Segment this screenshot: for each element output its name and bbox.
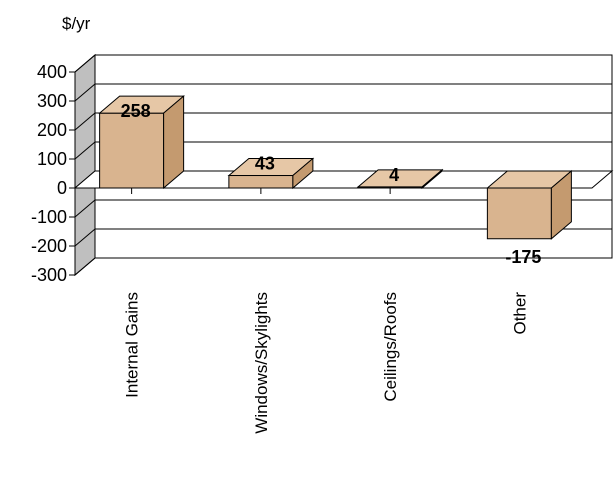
- side-gridline: [74, 257, 96, 276]
- y-tick-label: 100: [37, 149, 67, 169]
- bar-side: [550, 169, 572, 240]
- x-category-label: Windows/Skylights: [252, 292, 271, 434]
- data-label: 4: [389, 165, 399, 185]
- y-tick-label: -300: [31, 265, 67, 285]
- side-gridline: [74, 141, 96, 160]
- bar-side: [421, 168, 443, 190]
- bar: [99, 112, 165, 189]
- x-category-label: Other: [510, 292, 529, 335]
- side-gridline: [74, 54, 96, 73]
- data-label: -175: [505, 247, 541, 267]
- x-category-label: Ceilings/Roofs: [381, 292, 400, 402]
- side-gridline: [74, 112, 96, 131]
- side-wall: [74, 53, 96, 277]
- y-tick-label: 0: [57, 178, 67, 198]
- side-gridline: [74, 228, 96, 247]
- y-tick-label: 300: [37, 91, 67, 111]
- labels: 258 Internal Gains 43 Windows/Skylights 4 Cei…: [121, 101, 542, 434]
- y-tick-label: -200: [31, 236, 67, 256]
- bar: [486, 187, 552, 240]
- y-axis-label: $/yr: [62, 14, 91, 33]
- y-tick-label: -100: [31, 207, 67, 227]
- bars: [98, 95, 573, 240]
- data-label: 43: [255, 154, 275, 174]
- axes: 400 300 200 100 0 -100 -200 -300: [31, 62, 520, 285]
- side-gridline: [74, 83, 96, 102]
- bar-side: [292, 157, 314, 190]
- y-tick-label: 200: [37, 120, 67, 140]
- y-tick-label: 400: [37, 62, 67, 82]
- bar: [228, 175, 294, 189]
- bar-side: [163, 95, 185, 190]
- x-category-label: Internal Gains: [123, 292, 142, 398]
- side-gridline: [74, 199, 96, 218]
- data-label: 258: [121, 101, 151, 121]
